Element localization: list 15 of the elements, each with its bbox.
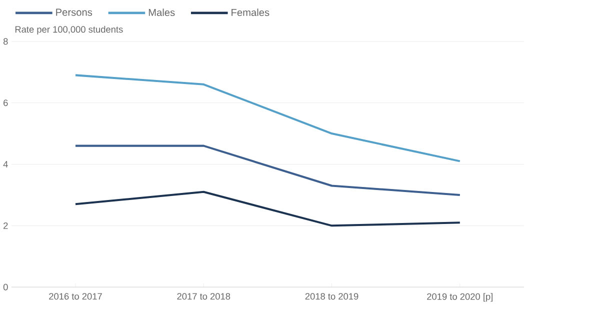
legend-label: Persons xyxy=(56,9,92,16)
x-tick-label: 2018 to 2019 xyxy=(305,293,358,300)
y-axis-title: Rate per 100,000 students xyxy=(15,26,123,35)
x-tick-label: 2016 to 2017 xyxy=(49,293,102,300)
y-tick-label: 0 xyxy=(3,284,8,291)
x-tick-label: 2017 to 2018 xyxy=(177,293,230,300)
y-tick-label: 2 xyxy=(4,222,8,230)
legend-label: Males xyxy=(148,8,175,16)
y-tick-label: 8 xyxy=(3,38,8,45)
line-series xyxy=(74,74,461,162)
y-tick-label: 6 xyxy=(4,100,8,106)
x-tick-label: 2019 to 2020 [p] xyxy=(427,293,492,302)
y-tick-label: 4 xyxy=(3,161,8,168)
line-series xyxy=(74,191,461,227)
legend-label: Females xyxy=(232,8,270,16)
